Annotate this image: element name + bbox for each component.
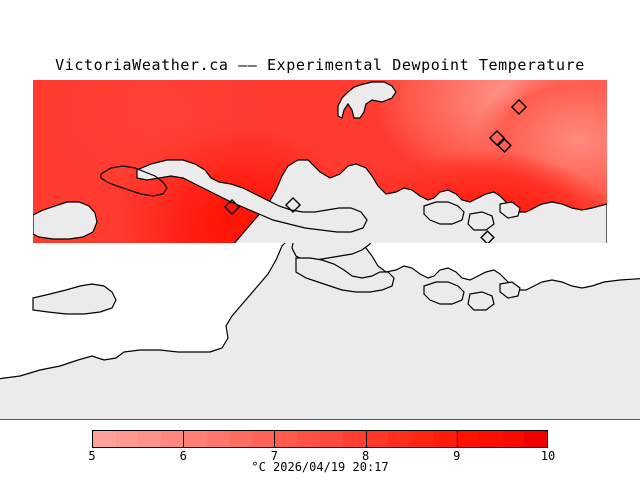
island-shoreline-b bbox=[32, 283, 117, 315]
station-marker[interactable] bbox=[497, 138, 512, 153]
colorbar-swatch bbox=[501, 431, 525, 447]
colorbar-tick-label: 8 bbox=[361, 449, 370, 463]
map-plot-area[interactable] bbox=[0, 80, 640, 420]
colorbar-swatch bbox=[410, 431, 434, 447]
colorbar: 5 6 7 8 9 10 bbox=[88, 430, 555, 463]
colorbar-tick-label: 9 bbox=[453, 449, 461, 463]
station-marker[interactable] bbox=[510, 98, 528, 116]
temperature-field-grid bbox=[33, 80, 607, 243]
colorbar-divider bbox=[274, 430, 276, 448]
mainland-landmass bbox=[0, 237, 640, 420]
colorbar-swatch bbox=[161, 431, 184, 447]
sandbank-outline bbox=[100, 165, 168, 197]
colorbar-swatch bbox=[251, 431, 275, 447]
colorbar-divider bbox=[456, 430, 458, 448]
station-marker[interactable] bbox=[488, 129, 506, 147]
colorbar-swatch bbox=[93, 431, 116, 447]
colorbar-caption: °C 2026/04/19 20:17 bbox=[251, 460, 389, 474]
strait-island bbox=[423, 281, 465, 305]
colorbar-swatch bbox=[229, 431, 252, 447]
colorbar-tick-label: 7 bbox=[270, 449, 279, 463]
colorbar-swatch bbox=[206, 431, 230, 447]
land-overlay-in-grid bbox=[33, 81, 607, 243]
station-marker[interactable] bbox=[480, 230, 495, 243]
colorbar-swatch bbox=[320, 431, 343, 447]
colorbar-swatch bbox=[297, 431, 321, 447]
page-title: VictoriaWeather.ca —— Experimental Dewpo… bbox=[55, 56, 585, 74]
small-island-1-in-grid bbox=[467, 211, 495, 231]
colorbar-swatch bbox=[183, 431, 207, 447]
strait-island-in-grid bbox=[423, 201, 465, 225]
colorbar-swatch bbox=[274, 431, 298, 447]
island-shoreline-a bbox=[295, 257, 395, 293]
colorbar-swatch bbox=[524, 431, 548, 447]
island-band-in-grid bbox=[136, 159, 368, 233]
north-peninsula-in-grid bbox=[337, 81, 397, 119]
small-island-1 bbox=[467, 291, 495, 311]
colorbar-tick-label: 6 bbox=[179, 449, 187, 463]
big-island-in-grid bbox=[33, 201, 98, 240]
colorbar-tick-label: 5 bbox=[88, 449, 96, 463]
colorbar-divider bbox=[365, 430, 367, 448]
colorbar-swatch bbox=[433, 431, 457, 447]
colorbar-divider bbox=[183, 430, 185, 448]
colorbar-swatch bbox=[138, 431, 162, 447]
station-marker[interactable] bbox=[223, 198, 241, 216]
station-markers[interactable] bbox=[33, 80, 607, 243]
colorbar-swatch bbox=[478, 431, 502, 447]
colorbar-swatch bbox=[388, 431, 411, 447]
colorbar-swatch bbox=[115, 431, 139, 447]
colorbar-swatch bbox=[365, 431, 389, 447]
station-marker[interactable] bbox=[284, 196, 302, 214]
colorbar-swatch bbox=[456, 431, 479, 447]
colorbar-swatches bbox=[92, 430, 548, 448]
small-island-2 bbox=[499, 281, 521, 299]
small-island-2-in-grid bbox=[499, 201, 521, 219]
colorbar-swatch bbox=[342, 431, 366, 447]
colorbar-tick-label: 10 bbox=[540, 449, 556, 463]
